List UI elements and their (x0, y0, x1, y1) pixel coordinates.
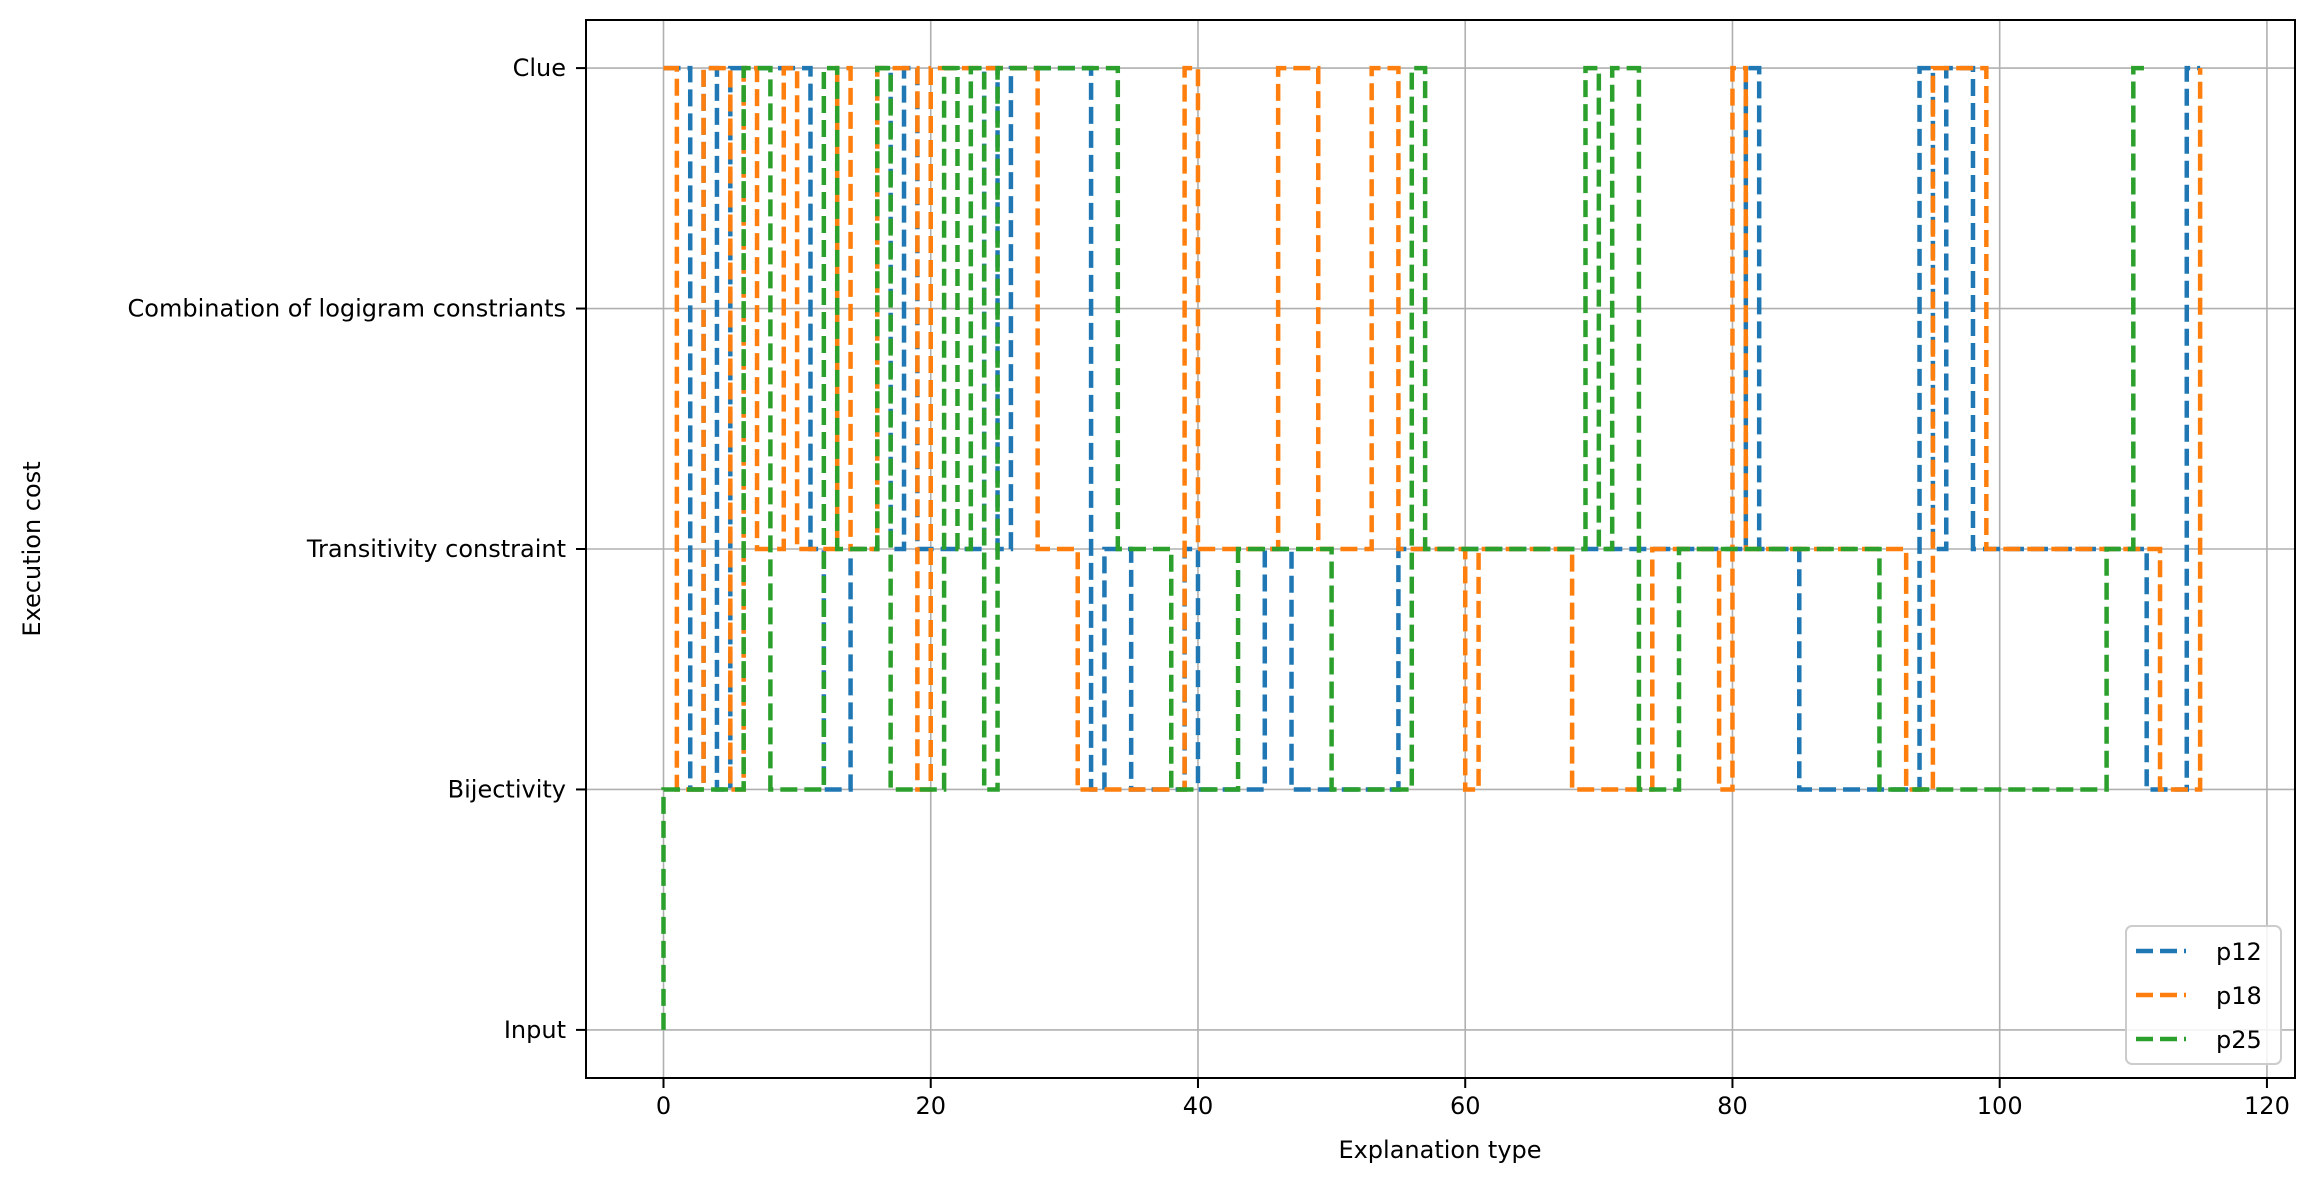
y-tick-label: Combination of logigram constriants (128, 295, 566, 323)
x-tick-label: 0 (656, 1092, 671, 1120)
legend-entry-p12: p12 (2136, 938, 2262, 966)
y-axis-ticks: Input Bijectivity Transitivity constraint C… (128, 54, 586, 1044)
x-tick-label: 100 (1977, 1092, 2023, 1120)
legend: p12 p18 p25 (2125, 925, 2282, 1065)
x-tick-label: 40 (1183, 1092, 1214, 1120)
y-axis-title: Execution cost (18, 461, 46, 636)
x-tick-label: 120 (2244, 1092, 2290, 1120)
legend-entry-p25: p25 (2136, 1026, 2262, 1054)
y-tick-label: Transitivity constraint (306, 535, 566, 563)
legend-box (2125, 925, 2282, 1065)
legend-label-p12: p12 (2216, 938, 2262, 966)
x-tick-label: 80 (1717, 1092, 1748, 1120)
series-layer (661, 65, 2203, 1030)
legend-label-p18: p18 (2216, 982, 2262, 1010)
x-tick-label: 20 (915, 1092, 946, 1120)
x-tick-label: 60 (1450, 1092, 1481, 1120)
legend-entry-p18: p18 (2136, 982, 2262, 1010)
y-tick-label: Input (504, 1016, 566, 1044)
legend-label-p25: p25 (2216, 1026, 2262, 1054)
y-tick-label: Clue (513, 54, 566, 82)
x-axis-title: Explanation type (1338, 1136, 1541, 1164)
x-axis-ticks: 0 20 40 60 80 100 120 (656, 1078, 2290, 1120)
series-line-p25 (661, 65, 2147, 1030)
y-tick-label: Bijectivity (448, 775, 566, 803)
